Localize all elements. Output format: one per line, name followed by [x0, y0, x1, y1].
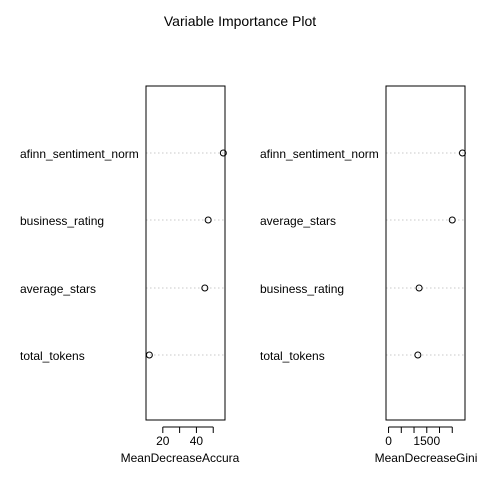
- importance-point: [415, 284, 423, 292]
- variable-label: business_rating: [20, 214, 104, 228]
- x-tick-label: 1500: [413, 434, 440, 448]
- importance-point: [219, 149, 227, 157]
- importance-point: [204, 216, 212, 224]
- variable-label: business_rating: [260, 282, 344, 296]
- x-tick-label: 20: [156, 434, 170, 448]
- figure-title: Variable Importance Plot: [164, 13, 316, 29]
- variable-label: average_stars: [20, 282, 96, 296]
- x-tick-label: 40: [190, 434, 204, 448]
- importance-point: [201, 284, 209, 292]
- variable-label: afinn_sentiment_norm: [260, 147, 379, 161]
- variable-label: average_stars: [260, 214, 336, 228]
- variable-label: total_tokens: [20, 349, 85, 363]
- x-axis-label: MeanDecreaseGini: [375, 451, 478, 465]
- plot-box: [385, 85, 466, 421]
- variable-label: afinn_sentiment_norm: [20, 147, 139, 161]
- plot-box: [145, 85, 226, 421]
- accuracy-panel: afinn_sentiment_norm business_ratingavera…: [20, 85, 240, 465]
- importance-point: [448, 216, 456, 224]
- importance-point: [414, 351, 422, 359]
- gini-panel: afinn_sentiment_norm average_starsbusines…: [260, 85, 478, 465]
- x-axis-label: MeanDecreaseAccura: [121, 451, 240, 465]
- variable-label: total_tokens: [260, 349, 325, 363]
- x-tick-label: 0: [385, 434, 392, 448]
